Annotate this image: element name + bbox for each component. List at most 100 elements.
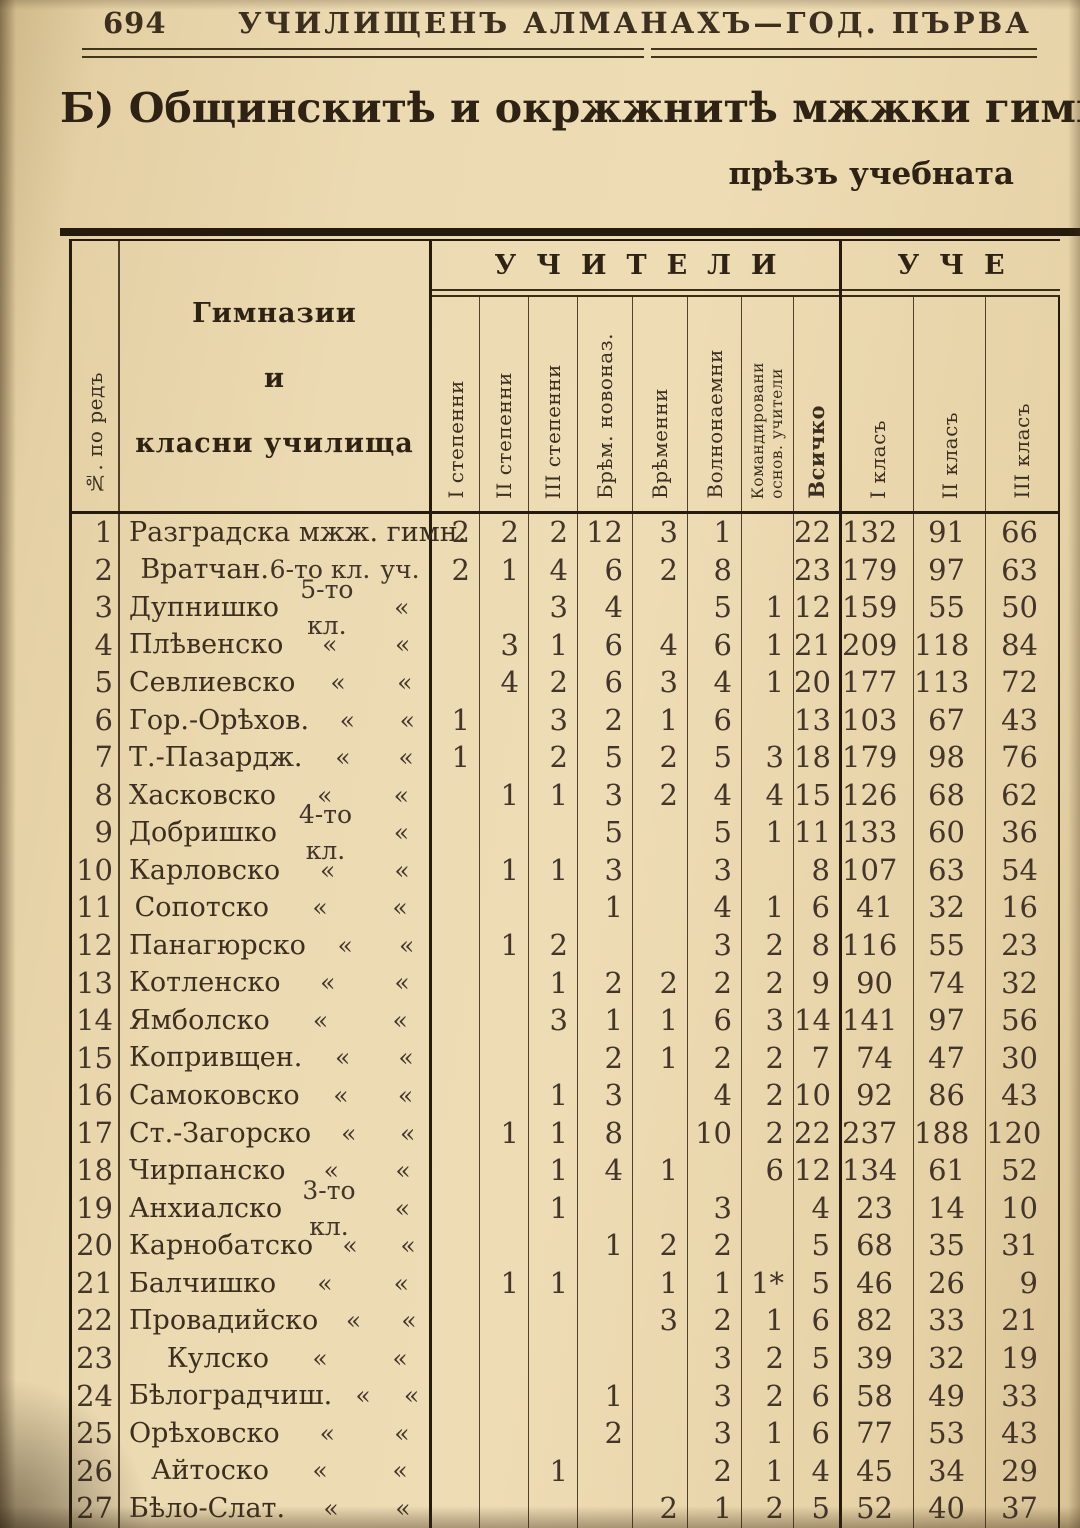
school-suffix-a: « (312, 1343, 328, 1373)
student-count: 103 (842, 701, 914, 740)
teacher-count (578, 927, 633, 965)
students-column-headers: I класъ II класъ III класъ (842, 297, 1060, 511)
teacher-count: 6 (578, 551, 633, 590)
row-index: 15 (72, 1039, 120, 1078)
student-count: 26 (914, 1264, 986, 1303)
student-count: 33 (986, 1377, 1060, 1416)
school-suffix-b: « (393, 818, 410, 848)
teacher-count: 14 (794, 1002, 842, 1040)
teacher-count: 2 (688, 1227, 742, 1265)
student-count: 90 (842, 964, 914, 1003)
teacher-count: 3 (578, 851, 633, 890)
teacher-count: 2 (633, 739, 688, 777)
table-body: 1 Разградска мжж. гимн. 2 2 2 12 3 1 22 … (72, 514, 1060, 1528)
student-count: 50 (986, 589, 1060, 627)
student-count: 32 (914, 889, 986, 928)
school-suffix-a: « (337, 930, 353, 960)
teacher-count: 5 (794, 1264, 842, 1303)
teacher-count: 6 (794, 1415, 842, 1453)
teacher-count: 1* (742, 1264, 794, 1303)
column-header-grade3-teachers: III степенни (529, 297, 578, 511)
teacher-count: 8 (794, 851, 842, 890)
student-count: 62 (986, 776, 1060, 815)
teacher-count: 6 (578, 626, 633, 665)
school-name-cell: Вратчан. 6-то кл. уч. (120, 551, 432, 590)
school-name-cell: Карнобатско « « (120, 1227, 432, 1265)
student-count: 47 (914, 1039, 986, 1078)
student-count: 134 (842, 1152, 914, 1190)
teacher-count (480, 701, 529, 740)
teacher-count: 1 (432, 701, 480, 740)
teacher-count: 1 (578, 1227, 633, 1265)
school-suffix-b: « (394, 968, 410, 998)
teacher-count: 22 (794, 514, 842, 552)
table-row: 22 Провадийско « « 3 2 1 6 82 33 21 (72, 1302, 1060, 1341)
school-suffix-b: « (394, 1418, 410, 1448)
teacher-count: 2 (529, 514, 578, 552)
teacher-count: 6 (742, 1152, 794, 1190)
teacher-count: 1 (578, 1377, 633, 1416)
student-count: 46 (842, 1264, 914, 1303)
school-suffix-b: « (398, 1043, 414, 1073)
teacher-count: 2 (529, 664, 578, 702)
teacher-count: 1 (742, 889, 794, 928)
teacher-count (529, 889, 578, 928)
school-suffix-b: « (395, 1156, 411, 1186)
student-count: 54 (986, 851, 1060, 890)
teacher-count (432, 1152, 480, 1190)
school-name: Дупнишко (129, 591, 280, 623)
school-name-cell: Бѣлоградчиш. « « (120, 1377, 432, 1416)
student-count: 52 (842, 1490, 914, 1528)
student-count: 23 (842, 1189, 914, 1228)
teacher-count: 6 (688, 701, 742, 740)
teacher-count: 2 (742, 1077, 794, 1115)
header-rule-left (82, 48, 644, 58)
student-count: 118 (914, 626, 986, 665)
teacher-count: 1 (688, 1264, 742, 1303)
teacher-count: 4 (578, 589, 633, 627)
school-suffix-a: « (322, 630, 338, 660)
student-count: 107 (842, 851, 914, 890)
row-index: 12 (72, 927, 120, 965)
teacher-count (633, 927, 688, 965)
table-row: 26 Айтоско « « 1 2 1 4 45 34 29 (72, 1452, 1060, 1491)
table-row: 13 Котленско « « 1 2 2 2 2 9 90 74 32 (72, 964, 1060, 1003)
teacher-count: 1 (742, 626, 794, 665)
students-group: УЧЕ I класъ II класъ III класъ (842, 241, 1060, 511)
teacher-count: 3 (529, 701, 578, 740)
teachers-group-header: УЧИТЕЛИ (494, 249, 797, 281)
column-header-label: II класъ (937, 411, 962, 499)
teacher-count (529, 1490, 578, 1528)
school-suffix-b: « (394, 855, 410, 885)
teacher-count (529, 1377, 578, 1416)
table-row: 11 Сопотско « « 1 4 1 6 41 32 16 (72, 889, 1060, 928)
school-suffix-a: « (335, 1043, 351, 1073)
seconded-label: Командировани основ. учители (749, 362, 786, 499)
school-suffix-b: « (403, 1381, 420, 1411)
student-count: 58 (842, 1377, 914, 1416)
school-name-cell: Котленско « « (120, 964, 432, 1003)
column-header-total: Всичко (794, 297, 839, 511)
row-index: 4 (72, 626, 120, 665)
student-count: 56 (986, 1002, 1060, 1040)
teacher-count (432, 1002, 480, 1040)
column-header-label: Всичко (804, 405, 829, 499)
student-count: 60 (914, 814, 986, 852)
teacher-count (742, 1189, 794, 1228)
students-group-header: УЧЕ (897, 249, 1025, 281)
teacher-count (432, 776, 480, 815)
school-name: Ямболско (129, 1004, 270, 1036)
teacher-count (688, 1152, 742, 1190)
teacher-count: 1 (633, 1264, 688, 1303)
table-row: 27 Бѣло-Слат. « « 2 1 2 5 52 40 37 (72, 1490, 1060, 1528)
teacher-count: 3 (688, 1377, 742, 1416)
teacher-count: 1 (529, 1264, 578, 1303)
teacher-count: 3 (688, 851, 742, 890)
student-count: 29 (986, 1452, 1060, 1491)
table-row: 21 Балчишко « « 1 1 1 1 1* 5 46 26 9 (72, 1264, 1060, 1303)
teacher-count: 2 (578, 964, 633, 1003)
teacher-count (432, 1415, 480, 1453)
teacher-count: 4 (529, 551, 578, 590)
teachers-column-headers: I степенни II степенни III степенни Брѣм… (432, 297, 839, 511)
teacher-count: 1 (529, 1114, 578, 1153)
